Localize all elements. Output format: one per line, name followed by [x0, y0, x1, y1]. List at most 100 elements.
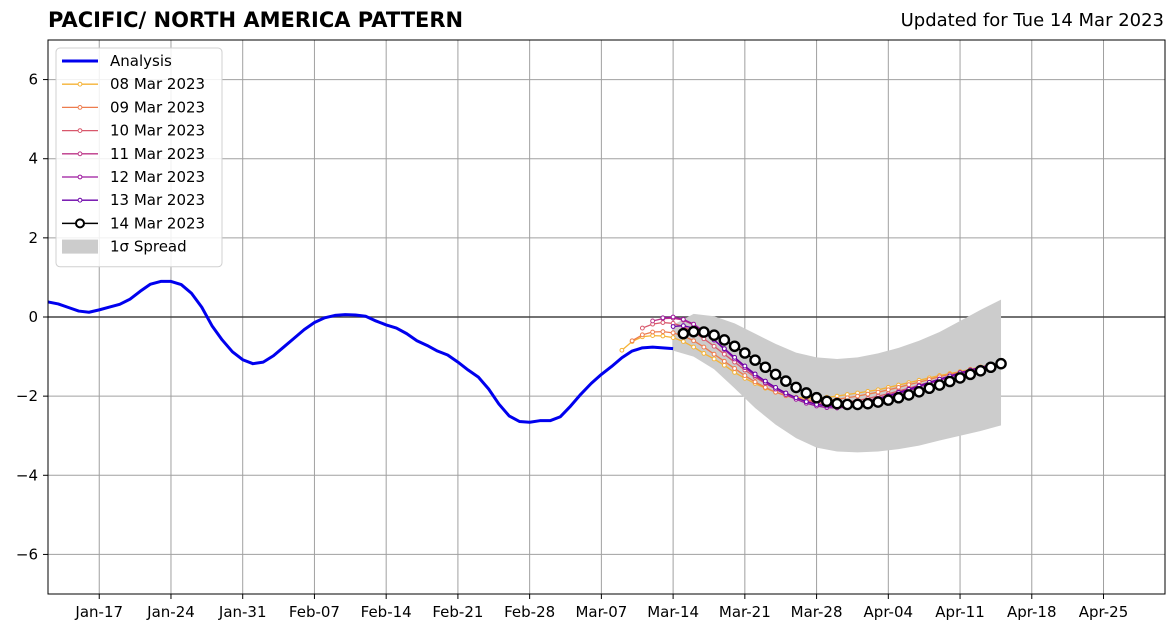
legend-marker — [77, 128, 83, 134]
legend-marker — [77, 151, 83, 157]
series-point — [670, 330, 676, 336]
series-point — [752, 371, 758, 377]
series-point — [831, 397, 843, 410]
spread-band — [673, 299, 1002, 453]
legend-label: 13 Mar 2023 — [110, 191, 205, 209]
series-point — [660, 315, 666, 321]
x-tick-label: Apr-18 — [1007, 603, 1057, 621]
series-point — [793, 395, 799, 401]
legend-box — [55, 47, 223, 268]
x-tick-label: Jan-17 — [74, 603, 123, 621]
series-point — [780, 375, 792, 387]
series-point — [964, 368, 977, 381]
series-point — [995, 357, 1007, 370]
y-tick-label: −4 — [16, 466, 38, 484]
series-point — [954, 372, 966, 384]
y-tick-label: 4 — [28, 150, 38, 168]
legend-label: 10 Mar 2023 — [110, 122, 205, 140]
legend-item: 13 Mar 2023 — [62, 191, 205, 209]
series-line — [47, 279, 674, 424]
series-point — [639, 325, 645, 331]
series-point — [865, 391, 871, 397]
x-tick-label: Jan-31 — [218, 603, 267, 621]
series-point — [875, 389, 881, 395]
series-point — [773, 385, 778, 390]
x-tick-label: Apr-04 — [864, 603, 914, 621]
grid-lines — [48, 40, 1165, 594]
legend-label: 14 Mar 2023 — [110, 214, 205, 232]
legend-label: 08 Mar 2023 — [110, 75, 205, 93]
legend-item: 11 Mar 2023 — [62, 145, 205, 163]
series-point — [721, 362, 727, 368]
series-point — [687, 325, 700, 338]
series-point — [913, 385, 925, 398]
series-point — [711, 351, 717, 357]
series-point — [619, 347, 625, 353]
series-point — [650, 318, 656, 324]
series-point — [701, 351, 707, 356]
updated-date: Updated for Tue 14 Mar 2023 — [900, 10, 1164, 31]
legend-item: 08 Mar 2023 — [62, 75, 205, 93]
series-point — [660, 333, 666, 339]
y-tick-label: 2 — [28, 229, 38, 247]
y-tick-label: 0 — [28, 308, 38, 326]
series-7 — [677, 325, 1007, 411]
series-point — [749, 354, 761, 366]
series-point — [810, 391, 823, 404]
x-tick-label: Feb-21 — [432, 603, 483, 621]
x-tick-label: Mar-21 — [719, 603, 771, 621]
legend-label: Analysis — [110, 52, 172, 70]
series-point — [677, 327, 690, 340]
series-point — [800, 387, 813, 399]
series-point — [821, 395, 833, 408]
series-point — [892, 391, 905, 404]
series-point — [670, 314, 676, 320]
series-point — [711, 356, 717, 362]
series-point — [855, 393, 860, 399]
series-point — [841, 398, 854, 411]
series-point — [943, 375, 956, 388]
series-point — [691, 338, 697, 344]
series-point — [660, 329, 666, 335]
series-point — [984, 361, 997, 374]
series-point — [885, 387, 891, 393]
x-tick-label: Mar-28 — [791, 603, 843, 621]
series-point — [732, 366, 737, 371]
series-layer — [47, 279, 1007, 424]
series-point — [752, 379, 758, 385]
series-point — [701, 344, 707, 350]
x-tick-label: Mar-14 — [647, 603, 699, 621]
series-point — [721, 351, 727, 357]
x-tick-label: Feb-28 — [504, 603, 555, 621]
legend-marker — [77, 197, 83, 203]
legend: Analysis 08 Mar 2023 09 Mar 2023 10 Mar 202… — [55, 47, 223, 268]
series-point — [680, 323, 686, 329]
x-axis: Jan-17 Jan-24 Jan-31 Feb-07 Feb-14 Feb-21 Feb-… — [74, 594, 1128, 621]
series-point — [670, 324, 676, 329]
legend-item: 12 Mar 2023 — [62, 168, 205, 186]
series-point — [718, 334, 731, 346]
series-point — [759, 361, 772, 374]
series-point — [691, 321, 697, 327]
series-point — [762, 385, 768, 390]
y-tick-label: 6 — [28, 71, 38, 89]
series-point — [742, 363, 748, 369]
y-tick-label: −6 — [16, 545, 38, 563]
legend-label: 1σ Spread — [110, 238, 187, 256]
legend-label: 09 Mar 2023 — [110, 98, 205, 116]
series-0 — [47, 279, 674, 424]
legend-label: 11 Mar 2023 — [110, 145, 205, 163]
series-point — [680, 316, 686, 322]
x-tick-label: Feb-14 — [361, 603, 412, 621]
x-tick-label: Apr-11 — [935, 603, 985, 621]
chart-title: PACIFIC/ NORTH AMERICA PATTERN — [48, 8, 464, 32]
series-point — [739, 347, 751, 359]
series-point — [933, 379, 946, 391]
series-point — [851, 398, 864, 411]
legend-marker — [77, 174, 83, 180]
series-point — [769, 368, 782, 381]
legend-label: 12 Mar 2023 — [110, 168, 205, 186]
legend-item: 09 Mar 2023 — [62, 98, 205, 116]
y-axis: −6 −4 −2 0 2 4 6 — [16, 71, 48, 563]
